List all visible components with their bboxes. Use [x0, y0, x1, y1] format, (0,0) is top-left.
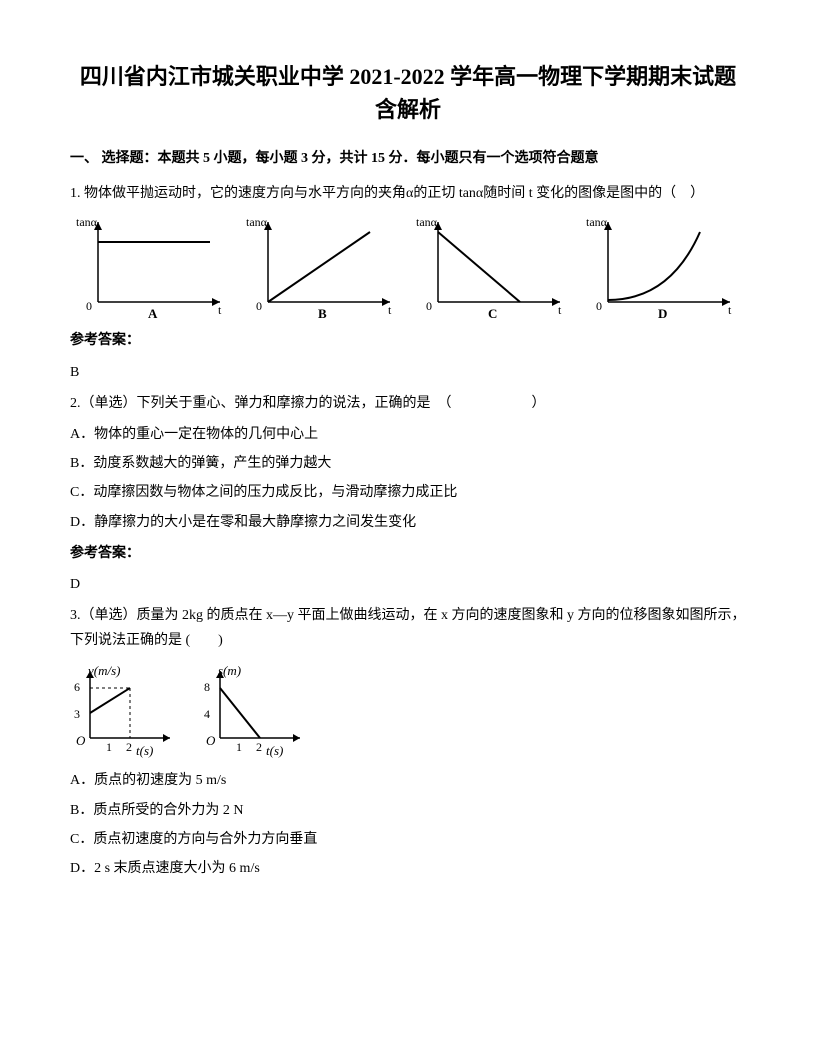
- q1-graph-c: tanα 0 C t: [410, 212, 570, 322]
- q3-option-c: C．质点初速度的方向与合外力方向垂直: [70, 827, 746, 852]
- answer-heading: 参考答案：: [70, 541, 746, 566]
- q1-graphs: tanα 0 A t tanα 0 B t tanα 0 C t tanα: [70, 212, 746, 322]
- q3-option-b: B．质点所受的合外力为 2 N: [70, 798, 746, 823]
- origin-label: O: [76, 733, 86, 748]
- graph-label: C: [488, 306, 497, 321]
- q1-graph-d: tanα 0 D t: [580, 212, 740, 322]
- q3-vt-graph: v(m/s) O 6 3 1 2 t(s): [70, 663, 180, 758]
- origin-label: 0: [596, 299, 602, 313]
- origin-label: 0: [426, 299, 432, 313]
- axis-label-x: t: [218, 303, 222, 317]
- q2-option-c: C．动摩擦因数与物体之间的压力成反比，与滑动摩擦力成正比: [70, 480, 746, 505]
- q2-option-d: D．静摩擦力的大小是在零和最大静摩擦力之间发生变化: [70, 510, 746, 535]
- graph-label: D: [658, 306, 667, 321]
- axis-label-y: tanα: [246, 215, 268, 229]
- origin-label: O: [206, 733, 216, 748]
- q3-option-a: A．质点的初速度为 5 m/s: [70, 768, 746, 793]
- q2-answer: D: [70, 572, 746, 597]
- ytick: 3: [74, 707, 80, 721]
- axis-label-y: tanα: [586, 215, 608, 229]
- axis-label-y: tanα: [416, 215, 438, 229]
- q2-stem-end: ）: [532, 396, 546, 411]
- section-heading: 一、 选择题：本题共 5 小题，每小题 3 分，共计 15 分．每小题只有一个选…: [70, 146, 746, 171]
- axis-label-y: tanα: [76, 215, 98, 229]
- q2-option-a: A．物体的重心一定在物体的几何中心上: [70, 422, 746, 447]
- q1-answer: B: [70, 360, 746, 385]
- q2-option-b: B．劲度系数越大的弹簧，产生的弹力越大: [70, 451, 746, 476]
- origin-label: 0: [256, 299, 262, 313]
- axis-label-x: t(s): [136, 743, 153, 758]
- xtick: 1: [236, 740, 242, 754]
- q3-st-graph: s(m) O 8 4 1 2 t(s): [200, 663, 310, 758]
- graph-label: B: [318, 306, 327, 321]
- question-2-text: 2.（单选）下列关于重心、弹力和摩擦力的说法，正确的是 （ ）: [70, 391, 746, 416]
- xtick: 1: [106, 740, 112, 754]
- graph-label: A: [148, 306, 158, 321]
- page-title: 四川省内江市城关职业中学 2021-2022 学年高一物理下学期期末试题含解析: [70, 60, 746, 126]
- answer-heading: 参考答案：: [70, 328, 746, 353]
- q2-stem: 2.（单选）下列关于重心、弹力和摩擦力的说法，正确的是 （: [70, 396, 452, 411]
- axis-label-x: t: [388, 303, 392, 317]
- q1-graph-a: tanα 0 A t: [70, 212, 230, 322]
- q1-graph-b: tanα 0 B t: [240, 212, 400, 322]
- ytick: 6: [74, 680, 80, 694]
- q3-option-d: D．2 s 末质点速度大小为 6 m/s: [70, 856, 746, 881]
- ytick: 4: [204, 707, 210, 721]
- xtick: 2: [256, 740, 262, 754]
- xtick: 2: [126, 740, 132, 754]
- axis-label-x: t: [728, 303, 732, 317]
- axis-label-x: t: [558, 303, 562, 317]
- q3-graphs: v(m/s) O 6 3 1 2 t(s) s(m) O 8 4 1 2 t(s…: [70, 663, 746, 758]
- question-3-text: 3.（单选）质量为 2kg 的质点在 x—y 平面上做曲线运动，在 x 方向的速…: [70, 603, 746, 653]
- ytick: 8: [204, 680, 210, 694]
- origin-label: 0: [86, 299, 92, 313]
- axis-label-y: v(m/s): [88, 663, 121, 678]
- question-1-text: 1. 物体做平抛运动时，它的速度方向与水平方向的夹角α的正切 tanα随时间 t…: [70, 181, 746, 206]
- axis-label-x: t(s): [266, 743, 283, 758]
